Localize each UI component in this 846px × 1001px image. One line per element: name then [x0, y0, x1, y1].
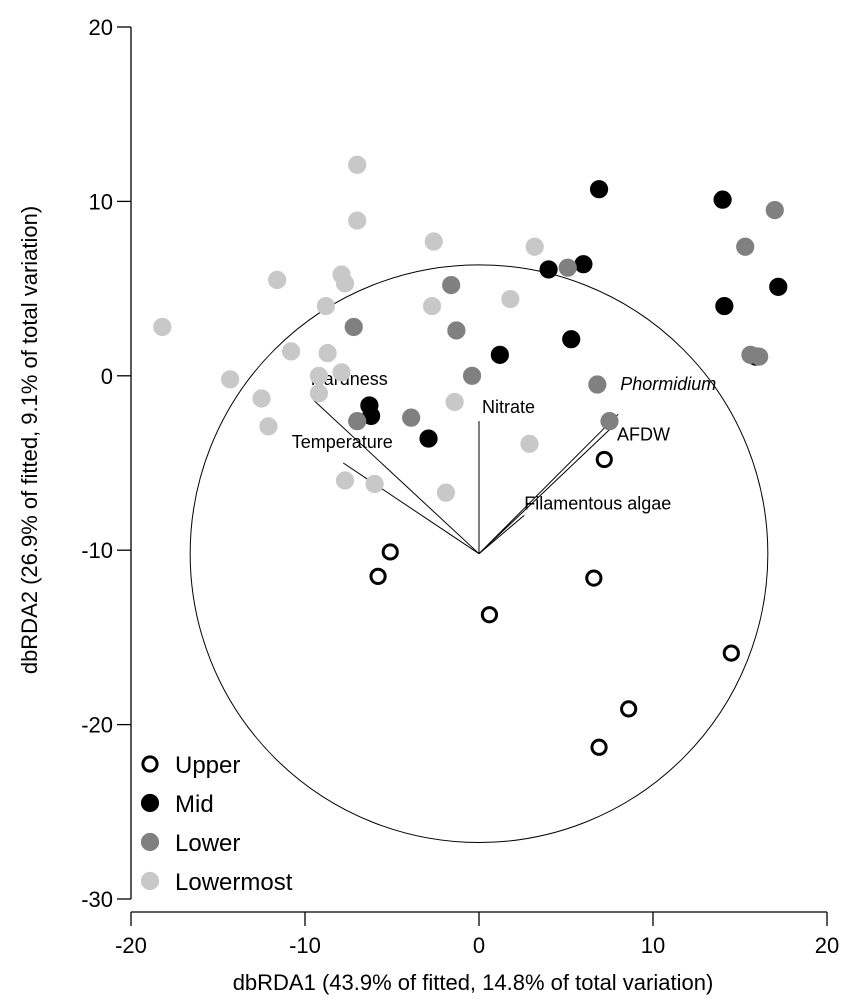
point-upper: [722, 644, 740, 662]
vector-phormidium: [478, 413, 619, 555]
vector-label-filamentous-algae: Filamentous algae: [524, 493, 671, 513]
point-lower: [750, 347, 769, 366]
point-lower: [402, 408, 421, 427]
vector-label-hardness: Hardness: [311, 369, 388, 389]
correlation-circle: [189, 264, 769, 844]
point-lowermost: [221, 370, 240, 389]
x-tick-label: 10: [641, 933, 665, 958]
points-layer: [153, 155, 788, 756]
point-lower: [442, 276, 461, 295]
vector-label-phormidium: Phormidium: [620, 374, 716, 394]
x-tick-label: 20: [815, 933, 839, 958]
legend-marker-lower: [140, 832, 160, 852]
x-tick-label: -10: [289, 933, 321, 958]
point-mid: [713, 190, 732, 209]
point-mid: [539, 260, 558, 279]
point-upper: [480, 606, 499, 624]
vector-afdw: [478, 426, 614, 555]
point-upper: [585, 569, 603, 587]
point-mid: [419, 429, 438, 448]
point-lowermost: [153, 317, 172, 337]
legend-label-lowermost: Lowermost: [175, 869, 293, 896]
correlation-circle-layer: [189, 264, 769, 844]
point-lowermost: [259, 417, 278, 436]
point-lowermost: [348, 155, 367, 174]
vector-hardness: [313, 399, 480, 555]
point-lowermost: [424, 232, 443, 251]
point-lower: [765, 201, 784, 220]
y-tick-label: 10: [89, 189, 113, 214]
point-lowermost: [445, 392, 464, 412]
point-lowermost: [252, 389, 271, 408]
y-tick-label: 20: [89, 15, 113, 40]
point-lower: [600, 412, 619, 431]
legend-marker-mid: [140, 793, 160, 813]
legend-marker-lowermost: [140, 871, 160, 891]
x-tick-label: 0: [473, 933, 485, 958]
point-lowermost: [268, 270, 287, 289]
x-tick-label: -20: [115, 933, 147, 958]
y-tick-label: -10: [81, 538, 113, 563]
point-upper: [620, 700, 638, 718]
point-lower: [558, 258, 577, 277]
point-lower: [344, 317, 363, 337]
point-lowermost: [520, 434, 539, 453]
x-axis-title: dbRDA1 (43.9% of fitted, 14.8% of total …: [233, 970, 714, 995]
legend: Upper Mid Lower Lowermost: [140, 752, 293, 896]
vector-label-afdw: AFDW: [617, 424, 670, 444]
vector-filamentous-algae: [478, 514, 525, 555]
point-lowermost: [501, 289, 520, 309]
y-axis-title: dbRDA2 (26.9% of fitted, 9.1% of total v…: [17, 206, 42, 674]
point-lower: [588, 375, 607, 394]
point-lower: [462, 366, 482, 385]
point-upper: [590, 738, 608, 756]
point-lowermost: [525, 237, 544, 256]
y-tick-label: -30: [81, 887, 113, 912]
vector-temperature: [343, 462, 480, 555]
y-tick-label: -20: [81, 713, 113, 738]
point-lower: [348, 412, 367, 431]
point-lowermost: [365, 474, 384, 494]
point-mid: [715, 296, 734, 316]
point-lowermost: [318, 344, 337, 363]
point-lower: [736, 237, 755, 256]
legend-label-upper: Upper: [175, 752, 240, 779]
point-lowermost: [316, 296, 335, 316]
point-lowermost: [332, 363, 351, 382]
point-upper: [595, 450, 613, 469]
point-upper: [381, 543, 399, 561]
legend-label-lower: Lower: [175, 830, 240, 857]
point-lowermost: [422, 296, 442, 316]
point-mid: [589, 180, 609, 199]
point-mid: [490, 345, 509, 364]
vector-label-nitrate: Nitrate: [482, 397, 535, 417]
point-mid: [562, 330, 581, 349]
point-lower: [447, 321, 466, 340]
point-upper: [369, 567, 387, 585]
y-tick-label: 0: [101, 364, 113, 389]
point-lowermost: [281, 342, 301, 361]
vector-layer: Hardness Nitrate Temperature Phormidium AFDW…: [292, 369, 716, 555]
point-lowermost: [436, 483, 456, 502]
point-mid: [769, 277, 788, 296]
legend-label-mid: Mid: [175, 791, 214, 818]
vector-label-temperature: Temperature: [292, 432, 393, 452]
point-lowermost: [309, 366, 329, 385]
legend-marker-upper: [141, 755, 159, 773]
point-lowermost: [348, 211, 367, 230]
point-mid: [574, 255, 593, 274]
point-lowermost: [335, 471, 355, 490]
point-lowermost: [335, 274, 355, 293]
point-lowermost: [309, 384, 329, 403]
